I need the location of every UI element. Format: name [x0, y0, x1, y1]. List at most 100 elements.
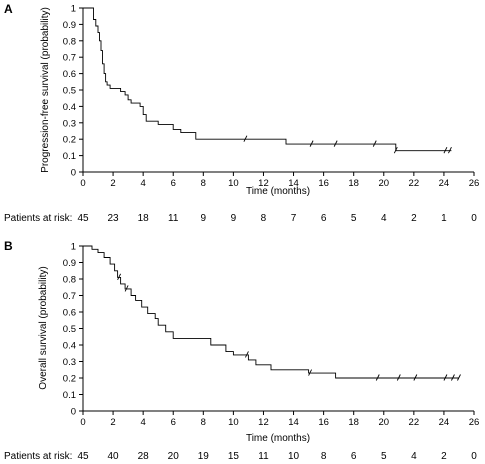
y-tick-label: 0.5 — [63, 324, 76, 335]
censor-mark — [413, 374, 418, 381]
survival-curve — [83, 7, 452, 152]
risk-count: 7 — [291, 213, 297, 224]
risk-count: 20 — [168, 451, 180, 462]
x-tick-label: 10 — [228, 417, 239, 428]
x-tick-label: 2 — [110, 417, 115, 428]
x-tick-label: 4 — [141, 417, 146, 428]
risk-count: 8 — [261, 213, 267, 224]
y-tick-label: 0 — [71, 168, 76, 179]
risk-count: 1 — [441, 213, 447, 224]
x-tick-label: 0 — [80, 178, 85, 189]
x-tick-label: 12 — [258, 178, 269, 189]
panel-a-pfs: A Progression-free survival (probability… — [4, 2, 479, 224]
risk-count: 9 — [201, 213, 207, 224]
y-tick-label: 0.4 — [63, 341, 76, 352]
risk-count: 11 — [258, 451, 269, 462]
censor-mark — [448, 146, 452, 154]
y-tick-label: 0.1 — [63, 151, 76, 162]
y-tick-label: 0.7 — [63, 291, 76, 302]
x-tick-label: 14 — [288, 417, 299, 428]
survival-curve — [83, 245, 459, 379]
x-tick-label: 14 — [288, 178, 299, 189]
risk-count: 18 — [138, 213, 150, 224]
risk-count: 19 — [198, 451, 210, 462]
y-tick-label: 1 — [71, 242, 76, 253]
censor-mark — [375, 374, 380, 381]
x-tick-label: 6 — [171, 178, 176, 189]
y-tick-label: 0.5 — [63, 86, 76, 97]
x-tick-label: 2 — [110, 178, 115, 189]
y-tick-label: 0.3 — [63, 118, 76, 129]
risk-label: Patients at risk: — [4, 213, 72, 224]
x-tick-label: 12 — [258, 417, 269, 428]
censor-mark — [308, 369, 312, 376]
risk-count: 2 — [441, 451, 447, 462]
censor-mark — [443, 374, 448, 381]
risk-count: 2 — [411, 213, 417, 224]
censor-mark — [333, 140, 338, 147]
panel-label: B — [4, 239, 13, 253]
x-tick-label: 8 — [201, 417, 206, 428]
censor-mark — [372, 140, 377, 147]
panel-label: A — [4, 2, 13, 16]
y-tick-label: 0.2 — [63, 135, 76, 146]
risk-count: 0 — [471, 451, 477, 462]
risk-label: Patients at risk: — [4, 451, 72, 462]
x-tick-label: 6 — [171, 417, 176, 428]
x-tick-label: 22 — [409, 178, 420, 189]
risk-count: 23 — [108, 213, 120, 224]
risk-count: 45 — [77, 451, 89, 462]
y-tick-label: 0.6 — [63, 308, 76, 319]
risk-count: 15 — [228, 451, 240, 462]
risk-count: 45 — [77, 213, 89, 224]
censor-mark — [117, 273, 121, 281]
y-tick-label: 0.2 — [63, 374, 76, 385]
risk-count: 6 — [321, 213, 327, 224]
x-tick-label: 22 — [409, 417, 420, 428]
x-tick-label: 16 — [318, 417, 329, 428]
x-tick-label: 26 — [469, 178, 480, 189]
y-tick-label: 0.8 — [63, 275, 76, 286]
x-tick-label: 0 — [80, 417, 85, 428]
y-tick-label: 0.9 — [63, 258, 76, 269]
censor-mark — [243, 135, 248, 142]
risk-count: 11 — [168, 213, 179, 224]
x-tick-label: 16 — [318, 178, 329, 189]
panel-b-os: B Overall survival (probability) Time (m… — [4, 239, 479, 462]
x-tick-label: 10 — [228, 178, 239, 189]
y-tick-label: 0.6 — [63, 69, 76, 80]
x-tick-label: 20 — [378, 417, 389, 428]
censor-mark — [245, 351, 249, 358]
x-tick-label: 8 — [201, 178, 206, 189]
x-tick-label: 24 — [439, 178, 450, 189]
censor-mark — [451, 374, 455, 381]
risk-count: 4 — [381, 213, 387, 224]
y-tick-label: 0.1 — [63, 390, 76, 401]
x-tick-label: 18 — [348, 417, 359, 428]
censor-mark — [443, 146, 448, 154]
y-tick-label: 0.4 — [63, 102, 76, 113]
y-tick-label: 0.8 — [63, 36, 76, 47]
risk-count: 4 — [411, 451, 417, 462]
risk-count: 40 — [108, 451, 120, 462]
risk-count: 5 — [351, 213, 357, 224]
y-tick-label: 0.7 — [63, 53, 76, 64]
x-tick-label: 4 — [141, 178, 146, 189]
risk-count: 28 — [138, 451, 150, 462]
x-tick-label: 24 — [439, 417, 450, 428]
risk-count: 6 — [351, 451, 357, 462]
y-tick-label: 0 — [71, 407, 76, 418]
y-axis-label: Overall survival (probability) — [38, 266, 49, 389]
censor-mark — [393, 146, 398, 154]
x-axis-label: Time (months) — [246, 186, 310, 197]
risk-count: 10 — [288, 451, 300, 462]
risk-count: 9 — [231, 213, 237, 224]
x-tick-label: 18 — [348, 178, 359, 189]
censor-mark — [457, 374, 461, 381]
censor-mark — [124, 285, 129, 292]
risk-count: 8 — [321, 451, 327, 462]
x-tick-label: 26 — [469, 417, 480, 428]
y-tick-label: 0.9 — [63, 20, 76, 31]
x-tick-label: 20 — [378, 178, 389, 189]
